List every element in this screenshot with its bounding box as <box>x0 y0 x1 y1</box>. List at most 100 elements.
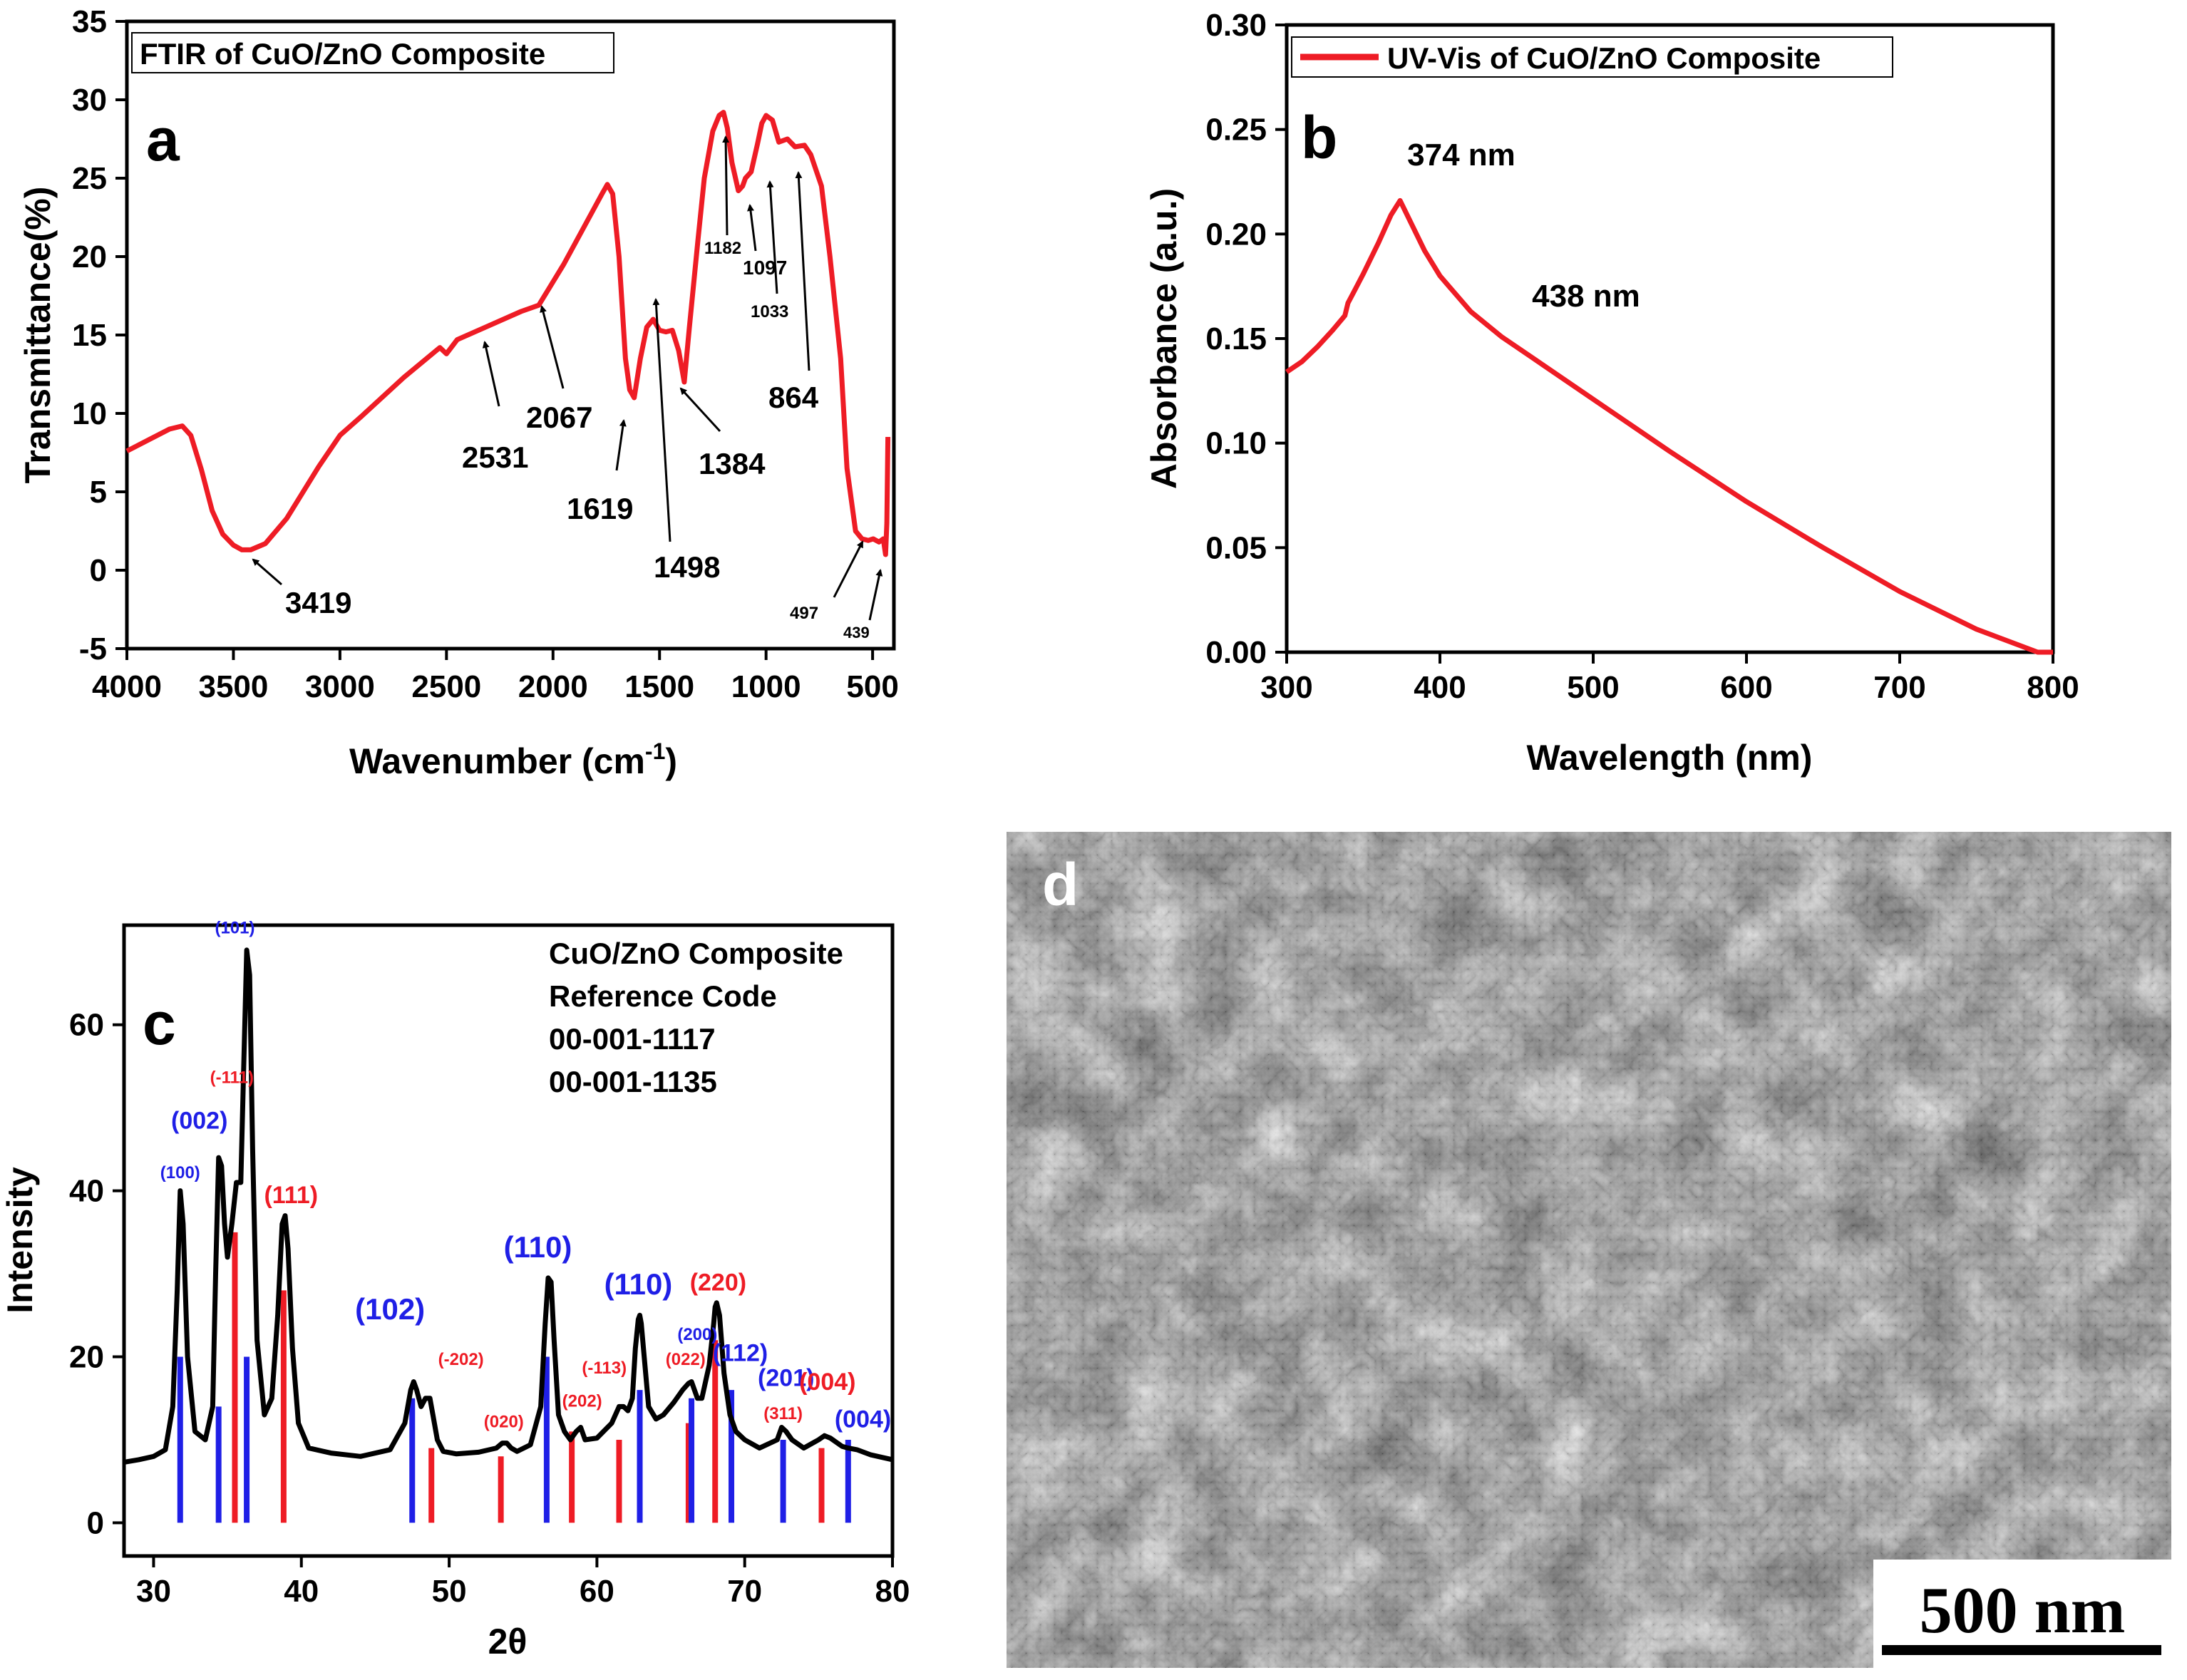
panel-a-xlabel-main: Wavenumber (cm <box>349 741 645 781</box>
panel-a-ytick-label: 15 <box>72 318 107 353</box>
panel-c-xrd-line <box>123 947 893 1465</box>
panel-a-letter: a <box>146 106 180 173</box>
panel-c-peak-label: (110) <box>604 1267 673 1301</box>
panel-b-plot-frame <box>1285 23 2055 654</box>
panel-a-annotation-label: 864 <box>768 381 819 414</box>
panel-b-uvvis-chart: 300 400 500 600 700 800 0.00 0.05 0.10 0.15 0.20 0.… <box>1144 8 2079 778</box>
panel-b-letter: b <box>1301 104 1337 171</box>
panel-c-plot-frame <box>122 923 895 1558</box>
panel-a-legend-text: FTIR of CuO/ZnO Composite <box>140 37 545 71</box>
panel-b-ylabel: Absorbance (a.u.) <box>1144 188 1184 489</box>
panel-b-annotations: 374 nm 438 nm <box>1407 138 1640 314</box>
panel-b-xtick-label: 300 <box>1260 670 1312 705</box>
panel-c-info-line-2: Reference Code <box>549 979 777 1013</box>
panel-c-peak-label: (002) <box>171 1107 227 1134</box>
panel-a-ytick-label: 30 <box>72 83 107 118</box>
panel-a-plot-frame <box>125 19 896 651</box>
panel-c-xrd-chart: 30 40 50 60 70 80 0 20 40 60 (100) (002) (-111) (101… <box>0 919 910 1661</box>
panel-a-ytick-label: 25 <box>72 161 107 196</box>
panel-c-xtick-label: 80 <box>875 1574 910 1609</box>
panel-c-peak-label: (-111) <box>210 1068 254 1087</box>
panel-c-xtick-label: 60 <box>580 1574 614 1609</box>
panel-a-annotation-arrow <box>722 135 730 236</box>
panel-a-annotation-arrow <box>679 387 721 433</box>
panel-c-info-line-1: CuO/ZnO Composite <box>549 937 843 970</box>
panel-a-xlabel-sup: -1 <box>645 738 665 764</box>
panel-c-peak-label: (100) <box>160 1163 200 1182</box>
panel-c-peak-label: (202) <box>562 1391 602 1411</box>
panel-a-ytick-label: 35 <box>72 4 107 39</box>
panel-a-xtick-label: 3500 <box>198 669 268 704</box>
panel-b-ytick-label: 0.10 <box>1205 426 1267 461</box>
panel-b-ytick-label: 0.20 <box>1205 217 1267 252</box>
scale-bar-label: 500 nm <box>1920 1574 2126 1646</box>
panel-c-peak-label: (004) <box>835 1406 891 1433</box>
panel-a-ytick-label: 20 <box>72 239 107 274</box>
panel-c-peak-label: (111) <box>264 1182 318 1209</box>
panel-b-ytick-label: 0.00 <box>1205 635 1267 670</box>
panel-c-peak-label: (311) <box>763 1404 803 1423</box>
panel-b-annotation-label: 374 nm <box>1407 138 1516 172</box>
panel-c-peak-label: (-202) <box>438 1350 484 1369</box>
panel-b-ytick-label: 0.15 <box>1205 321 1267 356</box>
panel-a-annotation-label: 1097 <box>743 257 787 279</box>
panel-a-ytick-label: 0 <box>90 553 107 588</box>
panel-c-peak-label: (201) <box>758 1364 814 1391</box>
panel-a-annotation-label: 1498 <box>654 550 720 584</box>
panel-c-peak-labels: (100) (002) (-111) (101) (111) (102) (-202) (11… <box>160 919 891 1433</box>
panel-a-xtick-label: 3000 <box>305 669 375 704</box>
panel-b-ytick-label: 0.05 <box>1205 530 1267 565</box>
panel-a-ylabel: Transmittance(%) <box>18 187 58 484</box>
panel-a-legend-box <box>131 32 614 73</box>
panel-c-peak-label: (101) <box>215 919 254 938</box>
panel-c-xtick-label: 30 <box>136 1574 171 1609</box>
panel-c-peak-label: (200) <box>677 1325 717 1344</box>
panel-b-xtick-label: 400 <box>1414 670 1466 705</box>
panel-c-peak-label: (102) <box>355 1292 425 1326</box>
panel-a-annotation-arrow <box>747 204 757 252</box>
panel-b-legend-box <box>1291 36 1893 78</box>
panel-a-ytick-label: 5 <box>90 475 107 510</box>
panel-c-peak-label: (022) <box>666 1350 706 1369</box>
panel-a-annotation-label: 3419 <box>285 586 351 619</box>
panel-a-ytick-label: 10 <box>72 396 107 431</box>
panel-a-xtick-label: 1000 <box>731 669 801 704</box>
panel-d-sem-image: d 500 nm <box>1007 832 2171 1668</box>
panel-d-letter: d <box>1042 851 1079 918</box>
panel-c-info-line-4: 00-001-1135 <box>549 1065 717 1098</box>
panel-b-xtick-label: 600 <box>1720 670 1772 705</box>
panel-b-legend-text: UV-Vis of CuO/ZnO Composite <box>1387 41 1821 75</box>
panel-a-annotation-arrow <box>540 305 565 389</box>
panel-b-xtick-label: 800 <box>2027 670 2079 705</box>
panel-a-xtick-label: 2500 <box>411 669 481 704</box>
panel-c-peak-label: (-113) <box>582 1359 627 1378</box>
panel-c-info-line-3: 00-001-1117 <box>549 1022 716 1056</box>
panel-a-xlabel-end: ) <box>665 741 677 781</box>
panel-b-annotation-label: 438 nm <box>1532 279 1640 314</box>
panel-a-annotation-label: 1182 <box>704 239 741 258</box>
panel-a-annotation-label: 2067 <box>526 401 592 434</box>
panel-c-xtick-label: 70 <box>727 1574 762 1609</box>
panel-c-peak-label: (112) <box>713 1339 768 1366</box>
panel-b-xtick-label: 500 <box>1567 670 1619 705</box>
panel-b-ytick-label: 0.25 <box>1205 113 1267 148</box>
panel-c-ytick-label: 40 <box>69 1174 104 1209</box>
panel-a-xtick-label: 4000 <box>92 669 162 704</box>
panel-b-xtick-label: 700 <box>1873 670 1925 705</box>
panel-a-annotation-arrow <box>652 298 671 542</box>
panel-a-annotation-label: 497 <box>790 604 818 623</box>
panel-c-xtick-label: 40 <box>284 1574 319 1609</box>
panel-a-annotation-arrow <box>868 569 883 621</box>
panel-a-ytick-label: -5 <box>79 632 107 666</box>
panel-a-xtick-label: 2000 <box>518 669 588 704</box>
panel-c-peak-label: (110) <box>504 1230 572 1264</box>
panel-a-xtick-label: 1500 <box>624 669 694 704</box>
panel-a-annotation-label: 439 <box>843 624 870 641</box>
panel-c-peak-label: (004) <box>799 1369 855 1396</box>
panel-c-xtick-label: 50 <box>432 1574 467 1609</box>
panel-a-annotation-arrow <box>482 341 500 407</box>
panel-b-ytick-label: 0.30 <box>1205 8 1267 43</box>
panel-a-xlabel: Wavenumber (cm-1) <box>349 738 677 781</box>
